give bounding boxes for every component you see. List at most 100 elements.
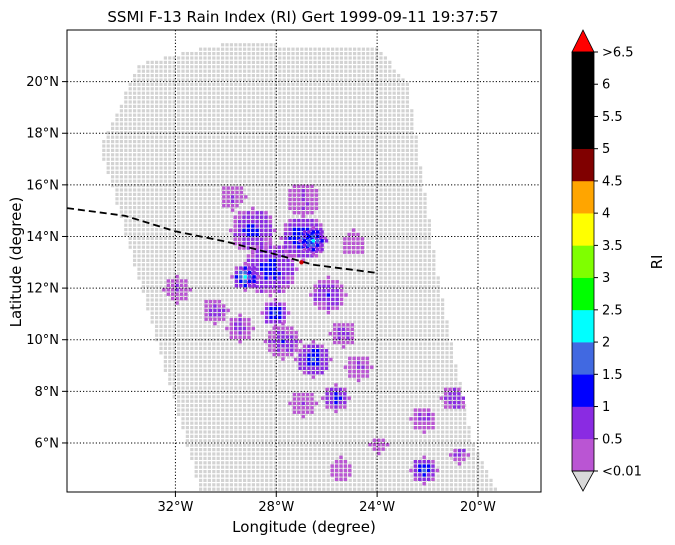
swath-pixel — [203, 153, 207, 157]
swath-pixel — [410, 170, 414, 174]
swath-pixel — [168, 263, 172, 267]
swath-pixel — [172, 144, 176, 148]
swath-pixel — [295, 342, 299, 346]
swath-pixel — [304, 276, 308, 280]
swath-pixel — [212, 170, 216, 174]
swath-pixel — [185, 276, 189, 280]
swath-pixel — [216, 254, 220, 258]
swath-pixel — [124, 104, 128, 108]
swath-pixel — [269, 65, 273, 69]
swath-pixel — [199, 324, 203, 328]
swath-pixel — [405, 338, 409, 342]
swath-pixel — [445, 320, 449, 324]
swath-pixel — [221, 188, 225, 192]
swath-pixel — [141, 96, 145, 100]
swath-pixel — [203, 333, 207, 337]
swath-pixel — [331, 166, 335, 170]
swath-pixel — [260, 197, 264, 201]
swath-pixel — [207, 338, 211, 342]
swath-pixel — [414, 302, 418, 306]
swath-pixel — [326, 118, 330, 122]
swath-pixel — [212, 324, 216, 328]
swath-pixel — [150, 148, 154, 152]
swath-pixel — [375, 302, 379, 306]
swath-pixel — [221, 355, 225, 359]
swath-pixel — [291, 333, 295, 337]
swath-pixel — [317, 144, 321, 148]
swath-pixel — [335, 162, 339, 166]
swath-pixel — [185, 210, 189, 214]
swath-pixel — [405, 285, 409, 289]
swath-pixel — [401, 258, 405, 262]
swath-pixel — [199, 210, 203, 214]
swath-pixel — [229, 333, 233, 337]
swath-pixel — [339, 254, 343, 258]
swath-pixel — [247, 100, 251, 104]
swath-pixel — [357, 166, 361, 170]
swath-pixel — [207, 162, 211, 166]
swath-pixel — [291, 368, 295, 372]
swath-pixel — [168, 368, 172, 372]
swath-pixel — [309, 298, 313, 302]
swath-pixel — [273, 74, 277, 78]
swath-pixel — [216, 162, 220, 166]
swath-pixel — [221, 109, 225, 113]
swath-pixel — [199, 153, 203, 157]
swath-pixel — [243, 368, 247, 372]
swath-pixel — [168, 135, 172, 139]
swath-pixel — [269, 122, 273, 126]
swath-pixel — [203, 346, 207, 350]
swath-pixel — [128, 192, 132, 196]
swath-pixel — [190, 254, 194, 258]
swath-pixel — [300, 135, 304, 139]
swath-pixel — [216, 140, 220, 144]
swath-pixel — [181, 320, 185, 324]
swath-pixel — [256, 96, 260, 100]
swath-pixel — [212, 157, 216, 161]
swath-pixel — [137, 153, 141, 157]
swath-pixel — [388, 267, 392, 271]
swath-pixel — [159, 206, 163, 210]
swath-pixel — [225, 351, 229, 355]
swath-pixel — [181, 69, 185, 73]
swath-pixel — [331, 219, 335, 223]
swath-pixel — [247, 298, 251, 302]
swath-pixel — [344, 267, 348, 271]
swath-pixel — [405, 118, 409, 122]
swath-pixel — [388, 263, 392, 267]
swath-pixel — [128, 241, 132, 245]
swath-pixel — [225, 360, 229, 364]
swath-pixel — [309, 355, 313, 359]
swath-pixel — [273, 206, 277, 210]
swath-pixel — [427, 236, 431, 240]
swath-pixel — [432, 329, 436, 333]
swath-pixel — [247, 87, 251, 91]
swath-pixel — [375, 289, 379, 293]
swath-pixel — [331, 250, 335, 254]
swath-pixel — [190, 368, 194, 372]
swath-pixel — [172, 342, 176, 346]
swath-pixel — [172, 254, 176, 258]
swath-pixel — [375, 324, 379, 328]
swath-pixel — [375, 148, 379, 152]
swath-pixel — [397, 131, 401, 135]
swath-pixel — [379, 324, 383, 328]
swath-pixel — [150, 219, 154, 223]
swath-pixel — [216, 294, 220, 298]
swath-pixel — [247, 324, 251, 328]
swath-pixel — [181, 360, 185, 364]
swath-pixel — [410, 131, 414, 135]
swath-pixel — [102, 144, 106, 148]
swath-pixel — [436, 276, 440, 280]
swath-pixel — [361, 74, 365, 78]
swath-pixel — [331, 351, 335, 355]
swath-pixel — [243, 109, 247, 113]
swath-pixel — [155, 206, 159, 210]
swath-pixel — [339, 210, 343, 214]
swath-pixel — [287, 74, 291, 78]
swath-pixel — [295, 324, 299, 328]
swath-pixel — [225, 179, 229, 183]
swath-pixel — [146, 206, 150, 210]
swath-pixel — [339, 74, 343, 78]
swath-pixel — [146, 153, 150, 157]
